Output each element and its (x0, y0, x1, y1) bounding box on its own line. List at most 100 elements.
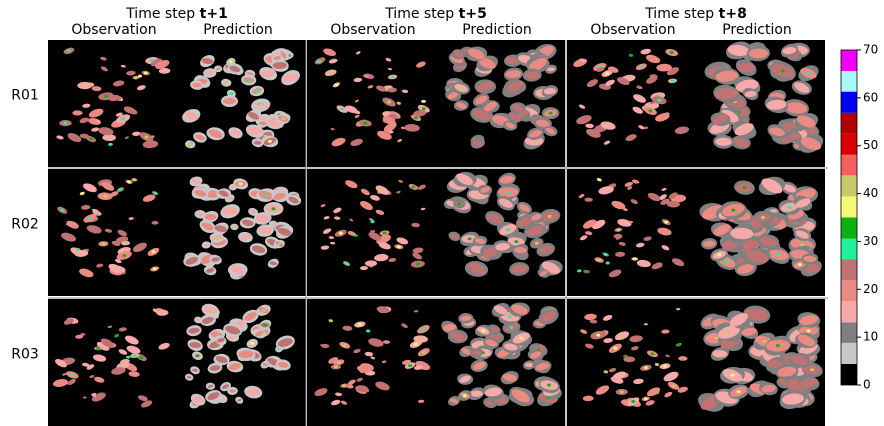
colorbar-tick-label: 50 (863, 138, 878, 152)
radar-core (70, 373, 74, 376)
radar-core (124, 242, 128, 245)
radar-core (264, 194, 268, 197)
radar-core (514, 240, 518, 243)
row-label: R02 (11, 217, 39, 233)
radar-core (670, 51, 674, 54)
radar-core (422, 107, 426, 110)
radar-core (585, 270, 589, 273)
row-label: R01 (11, 88, 39, 104)
radar-core (343, 344, 347, 347)
colorbar-segment (841, 218, 857, 239)
radar-core (677, 343, 681, 346)
radar-core (596, 334, 600, 337)
radar-core (88, 217, 92, 220)
radar-core (134, 76, 138, 79)
radar-core (397, 102, 401, 105)
time-step-header: Time step t+5 (384, 6, 487, 22)
radar-core (250, 342, 254, 345)
colorbar-tick-label: 70 (863, 43, 878, 57)
colorbar-segment (841, 155, 857, 176)
radar-echo (676, 308, 680, 310)
colorbar-segment (841, 71, 857, 92)
radar-core (122, 254, 126, 257)
colorbar-segment (841, 364, 857, 385)
radar-core (408, 364, 412, 367)
radar-core (363, 122, 367, 125)
radar-core (63, 122, 67, 125)
header-prefix: Time step (384, 6, 458, 22)
colorbar-segment (841, 92, 857, 113)
radar-core (548, 215, 552, 218)
radar-core (281, 117, 285, 120)
radar-core (258, 102, 262, 105)
radar-core (121, 117, 125, 120)
radar-core (419, 338, 423, 341)
radar-core (798, 263, 802, 266)
radar-core (272, 207, 276, 210)
radar-core (380, 189, 384, 192)
radar-core (67, 49, 71, 52)
radar-core (463, 394, 467, 397)
radar-core (358, 323, 362, 326)
header-step: t+5 (459, 6, 487, 22)
radar-core (787, 206, 791, 209)
radar-core (133, 354, 137, 357)
radar-core (604, 370, 608, 373)
radar-core (776, 344, 780, 347)
radar-core (508, 315, 512, 318)
radar-core (151, 250, 155, 253)
radar-echo (623, 356, 635, 362)
radar-core (144, 135, 148, 138)
column-label: Prediction (462, 22, 532, 38)
header-step: t+1 (200, 6, 228, 22)
radar-core (416, 263, 420, 266)
radar-core (208, 309, 212, 312)
radar-core (101, 242, 105, 245)
radar-core (262, 309, 266, 312)
radar-core (663, 365, 667, 368)
radar-core (334, 83, 338, 86)
radar-core (127, 180, 131, 183)
radar-core (60, 209, 64, 212)
colorbar-segment (841, 343, 857, 364)
colorbar-segment (841, 322, 857, 343)
radar-core (519, 336, 523, 339)
radar-core (457, 202, 461, 205)
radar-core (414, 116, 418, 119)
colorbar-segment (841, 259, 857, 280)
radar-core (366, 330, 370, 333)
colorbar-tick-label: 20 (863, 282, 878, 296)
radar-core (340, 108, 344, 111)
radar-core (727, 331, 731, 334)
time-step-header: Time step t+8 (644, 6, 747, 22)
radar-core (731, 209, 735, 212)
row-label: R03 (11, 347, 39, 363)
header-prefix: Time step (125, 6, 199, 22)
radar-core (506, 191, 510, 194)
radar-core (459, 87, 463, 90)
radar-core (195, 354, 199, 357)
column-label: Prediction (722, 22, 792, 38)
header-step: t+8 (719, 6, 747, 22)
radar-core (317, 60, 321, 63)
radar-core (597, 178, 601, 181)
radar-core (387, 101, 391, 104)
radar-core (761, 216, 765, 219)
radar-core (345, 262, 349, 265)
radar-core (421, 328, 425, 331)
radar-core (339, 232, 343, 235)
radar-core (329, 71, 333, 74)
radar-core (481, 329, 485, 332)
radar-core (108, 143, 112, 146)
column-label: Observation (590, 22, 675, 38)
radar-core (228, 210, 232, 213)
colorbar-segment (841, 50, 857, 71)
radar-core (153, 192, 157, 195)
radar-core (762, 340, 766, 343)
radar-echo (749, 49, 768, 59)
radar-core (247, 79, 251, 82)
radar-core (639, 65, 643, 68)
radar-core (547, 384, 551, 387)
radar-core (629, 54, 633, 57)
radar-core (631, 400, 635, 403)
